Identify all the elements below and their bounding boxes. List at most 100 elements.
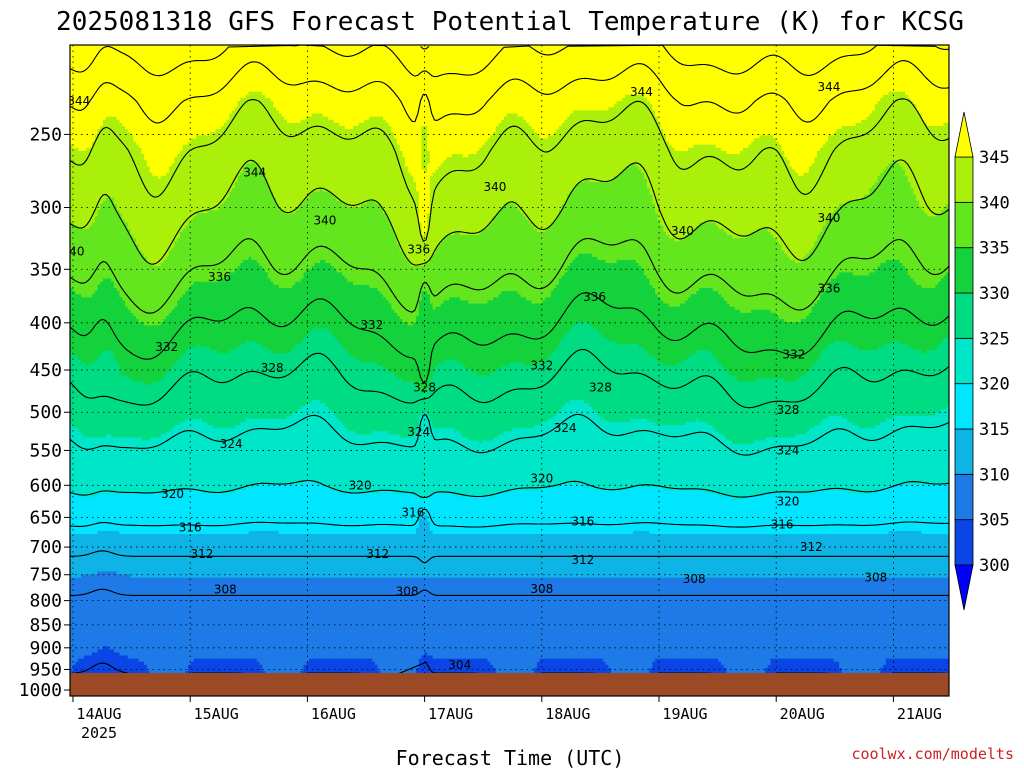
color-band-segment bbox=[836, 129, 840, 208]
color-band-segment bbox=[89, 496, 93, 535]
color-band-segment bbox=[311, 400, 316, 482]
color-band-segment bbox=[619, 259, 623, 345]
color-band-segment bbox=[473, 154, 478, 236]
color-band-segment bbox=[877, 347, 882, 426]
color-band-segment bbox=[688, 147, 692, 233]
color-band-segment bbox=[322, 577, 327, 660]
color-band-segment bbox=[712, 144, 717, 224]
color-band-segment bbox=[863, 275, 868, 352]
color-band-segment bbox=[638, 577, 643, 696]
color-band-segment bbox=[262, 269, 266, 348]
color-band-segment bbox=[586, 253, 590, 324]
color-band-segment bbox=[839, 272, 843, 342]
color-band-segment bbox=[259, 91, 264, 171]
color-band-segment bbox=[567, 116, 571, 196]
color-band-segment bbox=[740, 150, 744, 239]
color-band-segment bbox=[405, 166, 409, 261]
color-band-segment bbox=[506, 113, 511, 205]
color-band-segment bbox=[449, 428, 453, 495]
color-band-segment bbox=[723, 150, 728, 233]
color-band-segment bbox=[256, 344, 261, 420]
color-band-segment bbox=[929, 484, 934, 535]
color-band-segment bbox=[748, 45, 753, 146]
color-band-segment bbox=[490, 222, 494, 302]
color-band-segment bbox=[655, 359, 659, 426]
color-band-segment bbox=[292, 412, 297, 485]
color-band-segment bbox=[133, 381, 137, 439]
x-axis: 14AUG 15AUG 16AUG 17AUG 18AUG 19AUG 20AUG 21AUG… bbox=[72, 696, 942, 742]
color-band-segment bbox=[830, 344, 835, 417]
color-band-segment bbox=[784, 253, 788, 324]
color-band-segment bbox=[185, 418, 189, 492]
color-band-segment bbox=[383, 119, 387, 214]
color-band-segment bbox=[287, 122, 291, 214]
color-band-segment bbox=[83, 150, 88, 230]
color-band-segment bbox=[811, 365, 816, 429]
color-band-segment bbox=[685, 45, 689, 152]
color-band-segment bbox=[940, 278, 945, 342]
color-band-segment bbox=[479, 303, 483, 376]
color-band-segment bbox=[460, 434, 464, 498]
color-band-segment bbox=[410, 577, 415, 696]
color-band-segment bbox=[462, 365, 467, 439]
color-band-segment bbox=[438, 362, 442, 429]
color-band-segment bbox=[476, 496, 481, 535]
color-band-segment bbox=[704, 493, 709, 535]
color-band-segment bbox=[517, 116, 522, 211]
color-band-segment bbox=[506, 45, 511, 115]
color-band-segment bbox=[699, 350, 703, 423]
color-band-segment bbox=[844, 490, 849, 535]
color-band-segment bbox=[806, 493, 810, 535]
color-band-segment bbox=[677, 362, 681, 426]
color-band-segment bbox=[413, 266, 417, 324]
color-band-segment bbox=[383, 490, 387, 535]
color-band-segment bbox=[135, 577, 140, 660]
color-band-segment bbox=[759, 228, 764, 311]
color-band-segment bbox=[311, 266, 316, 330]
color-band-segment bbox=[424, 125, 428, 174]
color-band-segment bbox=[215, 45, 220, 130]
color-band-segment bbox=[179, 45, 184, 152]
contour-line-336 bbox=[70, 237, 949, 314]
color-band-segment bbox=[751, 309, 755, 383]
color-band-segment bbox=[388, 372, 393, 436]
color-band-segment bbox=[784, 157, 788, 255]
color-band-segment bbox=[693, 353, 698, 423]
color-band-segment bbox=[113, 116, 118, 205]
color-band-segment bbox=[212, 45, 217, 134]
color-band-segment bbox=[465, 157, 470, 236]
color-band-segment bbox=[254, 530, 258, 579]
color-band-segment bbox=[778, 144, 783, 246]
color-band-segment bbox=[119, 372, 123, 376]
color-band-segment bbox=[333, 490, 338, 535]
color-band-segment bbox=[525, 122, 530, 221]
color-band-segment bbox=[880, 97, 884, 174]
color-band-segment bbox=[841, 45, 846, 127]
color-band-segment bbox=[111, 437, 115, 495]
color-band-segment bbox=[100, 493, 104, 532]
color-band-segment bbox=[413, 182, 417, 267]
color-band-segment bbox=[572, 325, 577, 401]
color-band-segment bbox=[778, 378, 783, 439]
color-band-segment bbox=[501, 434, 505, 495]
color-band-segment bbox=[938, 484, 942, 535]
color-band-segment bbox=[240, 421, 244, 492]
color-band-segment bbox=[657, 425, 662, 489]
color-band-segment bbox=[270, 577, 275, 696]
color-band-segment bbox=[111, 571, 115, 651]
color-band-segment bbox=[660, 577, 665, 660]
color-band-segment bbox=[572, 259, 577, 327]
color-band-segment bbox=[509, 431, 514, 492]
color-band-segment bbox=[580, 484, 585, 535]
color-band-segment bbox=[627, 259, 632, 345]
color-band-segment bbox=[784, 493, 788, 535]
color-band-segment bbox=[372, 200, 376, 289]
color-band-segment bbox=[819, 147, 824, 233]
color-band-segment bbox=[427, 263, 431, 295]
color-band-segment bbox=[916, 530, 920, 579]
color-band-segment bbox=[589, 325, 593, 408]
color-band-segment bbox=[449, 235, 453, 299]
color-band-segment bbox=[817, 150, 821, 236]
color-band-segment bbox=[666, 141, 670, 236]
color-band-segment bbox=[207, 493, 211, 535]
